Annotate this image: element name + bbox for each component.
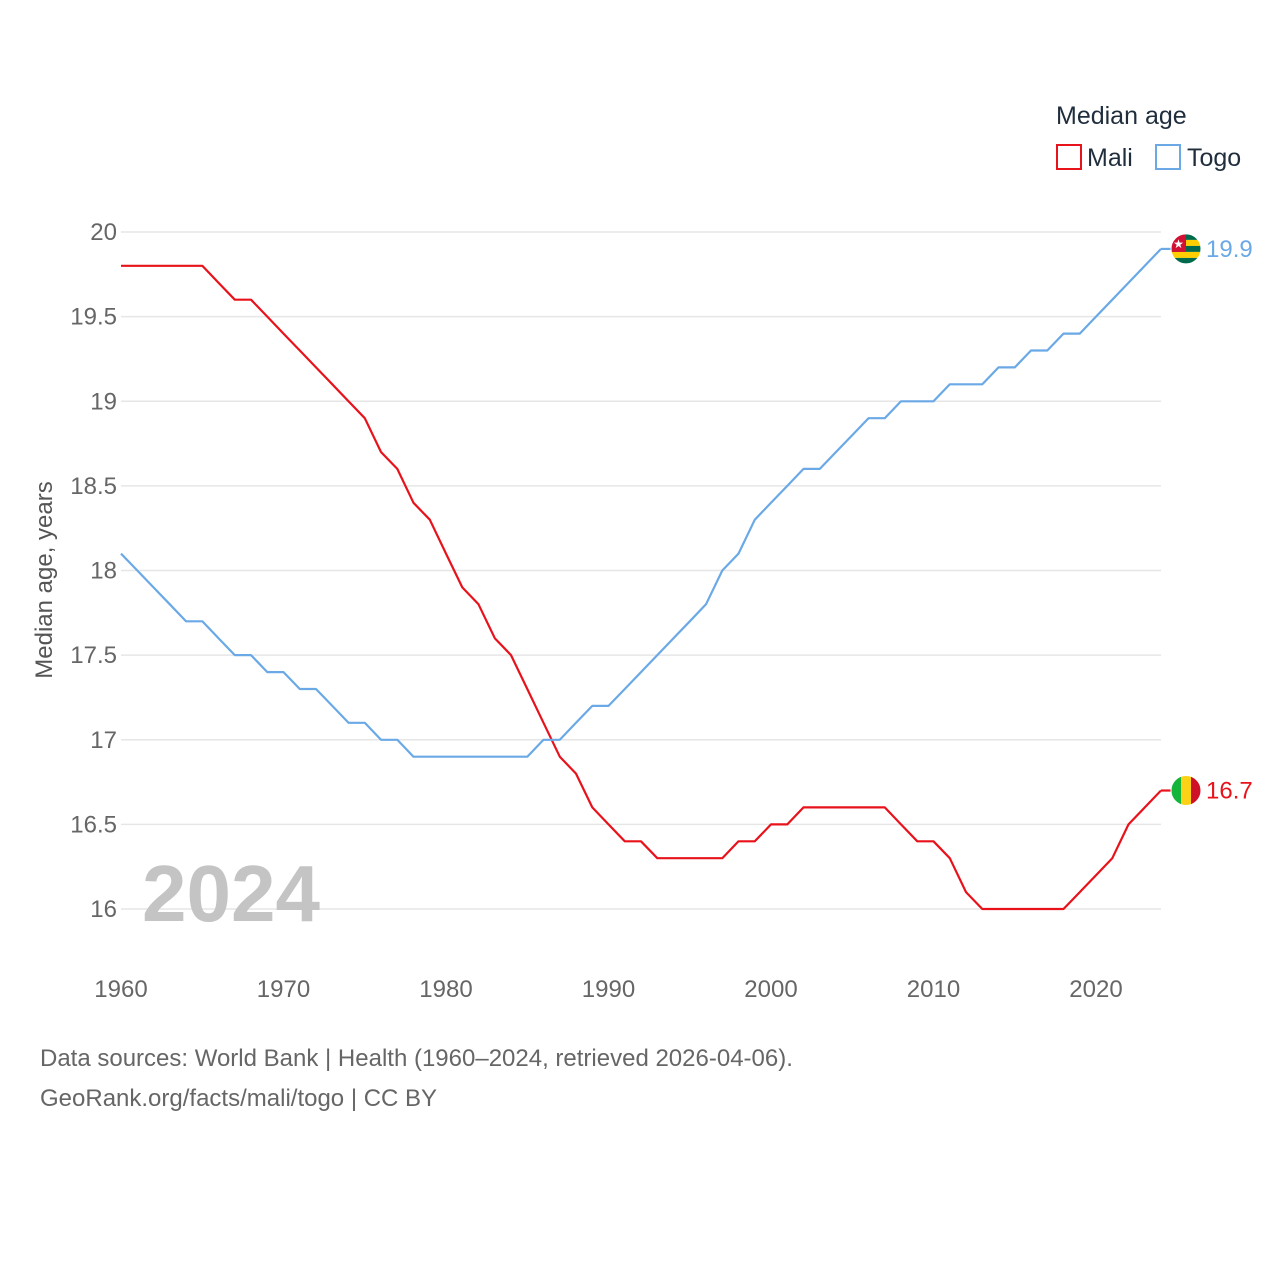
y-axis-ticks: 16 16.5 17 17.5 18 18.5 19 19.5 20: [70, 219, 117, 923]
legend-swatch-togo[interactable]: [1155, 144, 1181, 170]
end-value-label-togo: 19.9: [1206, 236, 1253, 263]
y-tick-label: 18.5: [70, 473, 117, 500]
x-axis-ticks: 1960 1970 1980 1990 2000 2010 2020: [94, 976, 1122, 1003]
series-end-markers: 16.7 ★ 19.9: [1161, 233, 1253, 807]
series-line-mali[interactable]: [121, 264, 1162, 911]
grid-lines: [121, 231, 1161, 910]
y-tick-label: 17: [90, 727, 117, 754]
y-tick-label: 18: [90, 558, 117, 585]
x-tick-label: 2010: [907, 976, 960, 1003]
y-tick-label: 17.5: [70, 642, 117, 669]
svg-text:★: ★: [1173, 237, 1184, 251]
y-tick-label: 16: [90, 896, 117, 923]
x-tick-label: 1960: [94, 976, 147, 1003]
legend-title: Median age: [1056, 102, 1187, 130]
legend-label-togo[interactable]: Togo: [1187, 144, 1241, 172]
legend-label-mali[interactable]: Mali: [1087, 144, 1133, 172]
legend: Median age Mali Togo: [1056, 102, 1241, 172]
x-tick-label: 2000: [744, 976, 797, 1003]
series-lines: [120, 248, 1162, 911]
end-value-label-mali: 16.7: [1206, 778, 1253, 805]
x-tick-label: 1990: [582, 976, 635, 1003]
source-text: Data sources: World Bank | Health (1960–…: [40, 1045, 793, 1072]
y-tick-label: 19: [90, 388, 117, 415]
y-axis-label: Median age, years: [31, 481, 58, 678]
mali-flag-icon: [1170, 775, 1202, 807]
credit-text[interactable]: GeoRank.org/facts/mali/togo | CC BY: [40, 1085, 438, 1112]
x-tick-label: 1980: [419, 976, 472, 1003]
series-line-togo[interactable]: [120, 248, 1162, 758]
togo-flag-icon: ★: [1170, 233, 1202, 265]
x-tick-label: 2020: [1069, 976, 1122, 1003]
y-tick-label: 16.5: [70, 811, 117, 838]
y-tick-label: 20: [90, 219, 117, 246]
x-tick-label: 1970: [257, 976, 310, 1003]
y-tick-label: 19.5: [70, 304, 117, 331]
current-year-label: 2024: [142, 849, 320, 938]
legend-swatch-mali[interactable]: [1056, 144, 1082, 170]
